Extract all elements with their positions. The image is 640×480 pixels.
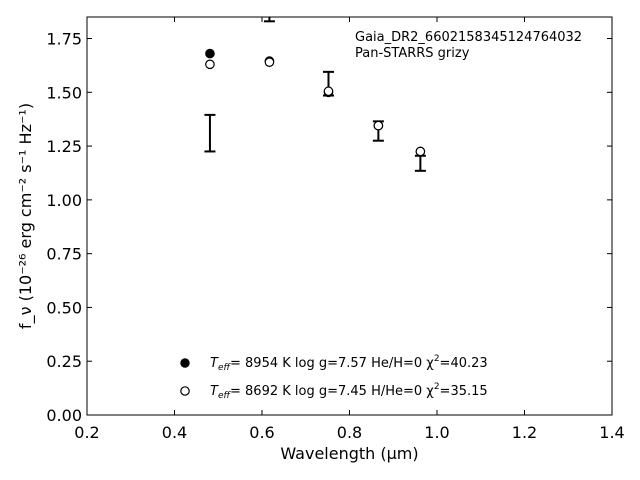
x-tick-label: 1.4 [599,423,624,442]
legend-entry-open: Teff= 8692 K log g=7.45 H/He=0 χ2=35.15 [210,382,488,401]
x-tick-label: 1.0 [424,423,449,442]
x-tick-label: 0.2 [74,423,99,442]
x-tick-label: 0.6 [249,423,274,442]
legend-marker-filled [180,358,190,368]
annotation-object-id: Gaia_DR2_6602158345124764032 [355,30,582,45]
legend-chi-sup-2: 2 [434,382,440,392]
model-point-open [415,146,426,157]
y-tick-label: 1.75 [46,30,82,49]
observed-errorbar [204,113,216,153]
legend-chi-sup-1: 2 [434,354,440,364]
legend-chi-val-1: =40.23 [440,356,488,371]
x-tick-label: 1.2 [512,423,537,442]
legend-teff-sub-1: eff [218,363,232,373]
model-points [205,48,426,157]
model-point-open [264,57,275,67]
model-point-open [373,120,384,131]
y-axis-label: f_ν (10⁻²⁶ erg cm⁻² s⁻¹ Hz⁻¹) [16,103,36,329]
x-tick-label: 0.4 [162,423,187,442]
model-point-filled [205,48,215,59]
plot-area [86,16,613,416]
legend-entry-filled: Teff= 8954 K log g=7.57 He/H=0 χ2=40.23 [210,354,488,373]
legend-teff-sub-2: eff [218,391,232,401]
x-tick-label: 0.8 [337,423,362,442]
y-tick-label: 1.00 [46,191,82,210]
y-tick-label: 0.00 [46,406,82,425]
legend-marker-open [180,386,190,396]
x-axis-label: Wavelength (μm) [280,444,418,463]
y-tick-label: 0.25 [46,352,82,371]
legend: Teff= 8954 K log g=7.57 He/H=0 χ2=40.23 … [180,354,488,401]
y-tick-label: 1.25 [46,137,82,156]
legend-text-1: = 8954 K log g=7.57 He/H=0 χ [230,356,434,371]
model-point-open [323,86,334,97]
y-tick-label: 0.75 [46,245,82,264]
model-point-open [205,59,215,70]
legend-teff-1: T [210,356,219,371]
y-axis-ticks: 0.00 0.25 0.50 0.75 1.00 1.25 1.50 1.75 [46,30,612,425]
legend-teff-2: T [210,384,219,399]
legend-chi-val-2: =35.15 [440,384,488,399]
y-tick-label: 0.50 [46,298,82,317]
annotation-survey: Pan-STARRS grizy [355,46,470,61]
x-axis-ticks: 0.2 0.4 0.6 0.8 1.0 1.2 1.4 [74,17,625,442]
legend-text-2: = 8692 K log g=7.45 H/He=0 χ [230,384,434,399]
y-tick-label: 1.50 [46,83,82,102]
observed-errorbar [263,17,275,23]
